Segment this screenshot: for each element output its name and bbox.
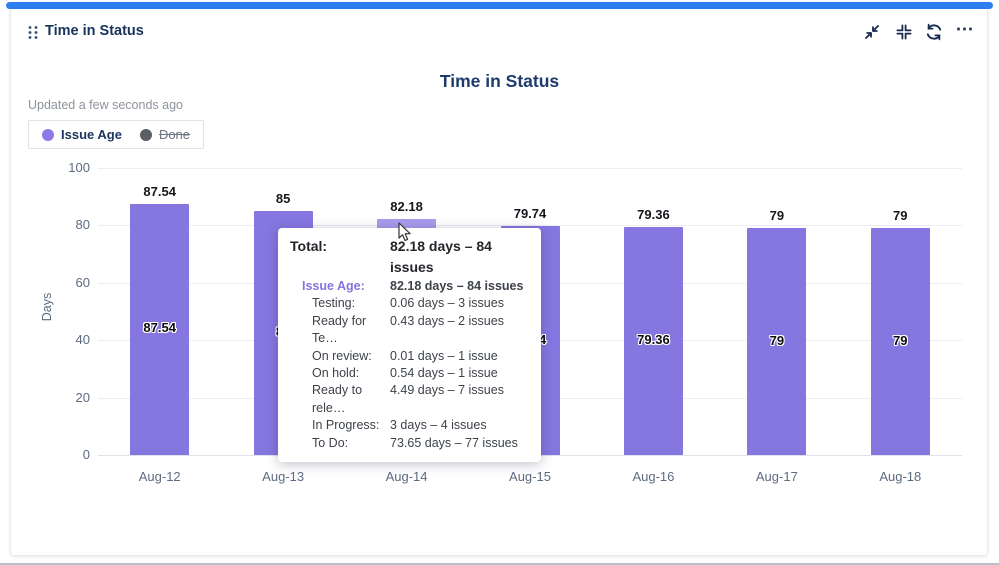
legend-item-issue-age[interactable]: Issue Age — [42, 127, 122, 142]
minimize-icon[interactable] — [862, 22, 882, 42]
page-bottom-divider — [0, 563, 999, 565]
x-tick-label: Aug-13 — [262, 469, 305, 484]
y-tick-label: 60 — [75, 274, 90, 290]
x-tick-label: Aug-15 — [509, 469, 551, 484]
tooltip-label: Testing: — [312, 296, 356, 311]
x-tick-label: Aug-18 — [879, 469, 922, 484]
tooltip-label: On hold: — [312, 366, 360, 381]
tooltip-label: Total: — [290, 238, 328, 254]
exit-fullscreen-icon[interactable] — [894, 22, 914, 42]
bar-aug-18[interactable] — [870, 228, 930, 455]
legend-dot — [139, 128, 152, 141]
legend-label: Issue Age — [61, 127, 122, 142]
bar-value-label: 87.54 — [143, 183, 176, 199]
tooltip-label: In Progress: — [312, 418, 380, 433]
gridline — [98, 225, 962, 227]
tooltip-value: 82.18 days – 84 issues — [390, 238, 492, 275]
bar-value-label: 79.36 — [637, 207, 670, 223]
drag-handle-icon[interactable] — [27, 25, 39, 40]
x-tick-label: Aug-14 — [385, 469, 428, 484]
y-tick-label: 40 — [75, 332, 90, 348]
bar-value-label: 79.74 — [513, 206, 547, 222]
widget-selected-accent-bar — [6, 2, 993, 9]
bar-inner-label: 79.36 — [637, 332, 670, 348]
tooltip-row-status: To Do: 73.65 days – 77 issues — [290, 435, 529, 452]
tooltip-label: Issue Age: — [302, 279, 365, 293]
tooltip-row-status: Ready to rele… 4.49 days – 7 issues — [290, 382, 529, 417]
tooltip-label: On review: — [312, 348, 372, 363]
updated-status-text: Updated a few seconds ago — [28, 98, 183, 112]
tooltip-label: Ready to rele… — [312, 383, 363, 415]
tooltip-label: Ready for Te… — [312, 313, 367, 346]
y-tick-label: 0 — [82, 447, 90, 462]
gridline — [98, 168, 962, 169]
tooltip-value: 0.01 days – 1 issue — [390, 348, 498, 363]
bar-aug-16[interactable] — [623, 227, 683, 455]
tooltip-value: 0.06 days – 3 issues — [390, 296, 504, 311]
y-tick-label: 20 — [75, 389, 90, 405]
x-tick-label: Aug-16 — [632, 469, 675, 484]
refresh-icon[interactable] — [924, 22, 944, 42]
bar-aug-17[interactable] — [747, 228, 807, 455]
bar-inner-label: 87.54 — [143, 320, 176, 336]
tooltip-row-status: On review: 0.01 days – 1 issue — [290, 348, 529, 365]
bar-value-label: 79 — [893, 208, 908, 224]
bar-inner-label: 79 — [769, 332, 785, 348]
tooltip-value: 4.49 days – 7 issues — [390, 383, 504, 398]
tooltip-label: To Do: — [312, 435, 349, 450]
y-tick-label: 80 — [75, 217, 90, 233]
more-options-icon[interactable]: ⋯ — [955, 19, 975, 39]
widget-title: Time in Status — [45, 23, 144, 39]
tooltip-value: 73.65 days – 77 issues — [390, 435, 518, 450]
legend-dot — [42, 128, 54, 141]
tooltip-row-total: Total: 82.18 days – 84 issues — [290, 236, 529, 278]
bar-inner-label: 79 — [893, 332, 908, 348]
y-tick-label: 100 — [68, 160, 90, 175]
x-tick-label: Aug-17 — [755, 469, 798, 484]
tooltip-value: 0.54 days – 1 issue — [390, 366, 498, 381]
chart-legend: Issue Age Done — [28, 120, 205, 149]
tooltip-row-status: Ready for Te… 0.43 days – 2 issues — [290, 313, 529, 348]
tooltip-value: 3 days – 4 issues — [390, 418, 487, 433]
bar-value-label: 79 — [769, 208, 785, 224]
tooltip-row-status: In Progress: 3 days – 4 issues — [290, 417, 529, 434]
tooltip-row-series: Issue Age: 82.18 days – 84 issues — [290, 278, 529, 295]
legend-label: Done — [158, 127, 191, 142]
mouse-cursor — [398, 222, 411, 242]
tooltip-row-status: On hold: 0.54 days – 1 issue — [290, 365, 529, 382]
bar-value-label: 82.18 — [390, 199, 423, 215]
x-tick-label: Aug-12 — [138, 469, 181, 484]
tooltip-row-status: Testing: 0.06 days – 3 issues — [290, 295, 529, 312]
tooltip-value: 0.43 days – 2 issues — [390, 313, 504, 328]
tooltip-value: 82.18 days – 84 issues — [390, 279, 524, 293]
bar-value-label: 85 — [275, 191, 291, 207]
chart-tooltip: Total: 82.18 days – 84 issues Issue Age: 82… — [278, 228, 541, 463]
chart-title: Time in Status — [439, 71, 560, 91]
legend-item-done[interactable]: Done — [139, 127, 191, 142]
bar-aug-12[interactable] — [130, 203, 190, 455]
